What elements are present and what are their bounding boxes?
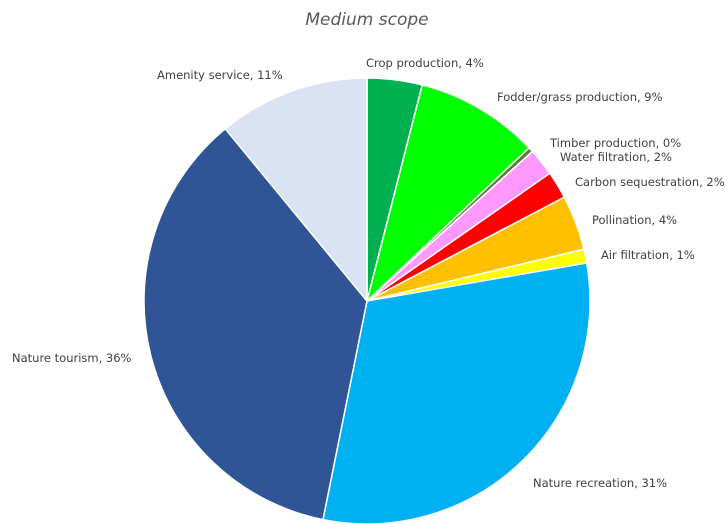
slice-label: Timber production, 0% — [549, 136, 681, 150]
slice-label: Pollination, 4% — [592, 213, 677, 227]
pie-slice — [143, 128, 368, 521]
slice-label: Nature recreation, 31% — [533, 476, 667, 490]
pie-slice — [224, 77, 368, 302]
slice-label: Water filtration, 2% — [560, 150, 672, 164]
pie-slice — [366, 84, 530, 302]
slice-label: Fodder/grass production, 9% — [497, 90, 663, 104]
slice-label: Amenity service, 11% — [157, 68, 283, 82]
slice-label: Air filtration, 1% — [601, 248, 695, 262]
slice-label: Nature tourism, 36% — [12, 351, 132, 365]
chart-title: Medium scope — [305, 10, 428, 30]
slice-label: Crop production, 4% — [366, 56, 484, 70]
slice-label: Carbon sequestration, 2% — [575, 175, 725, 189]
